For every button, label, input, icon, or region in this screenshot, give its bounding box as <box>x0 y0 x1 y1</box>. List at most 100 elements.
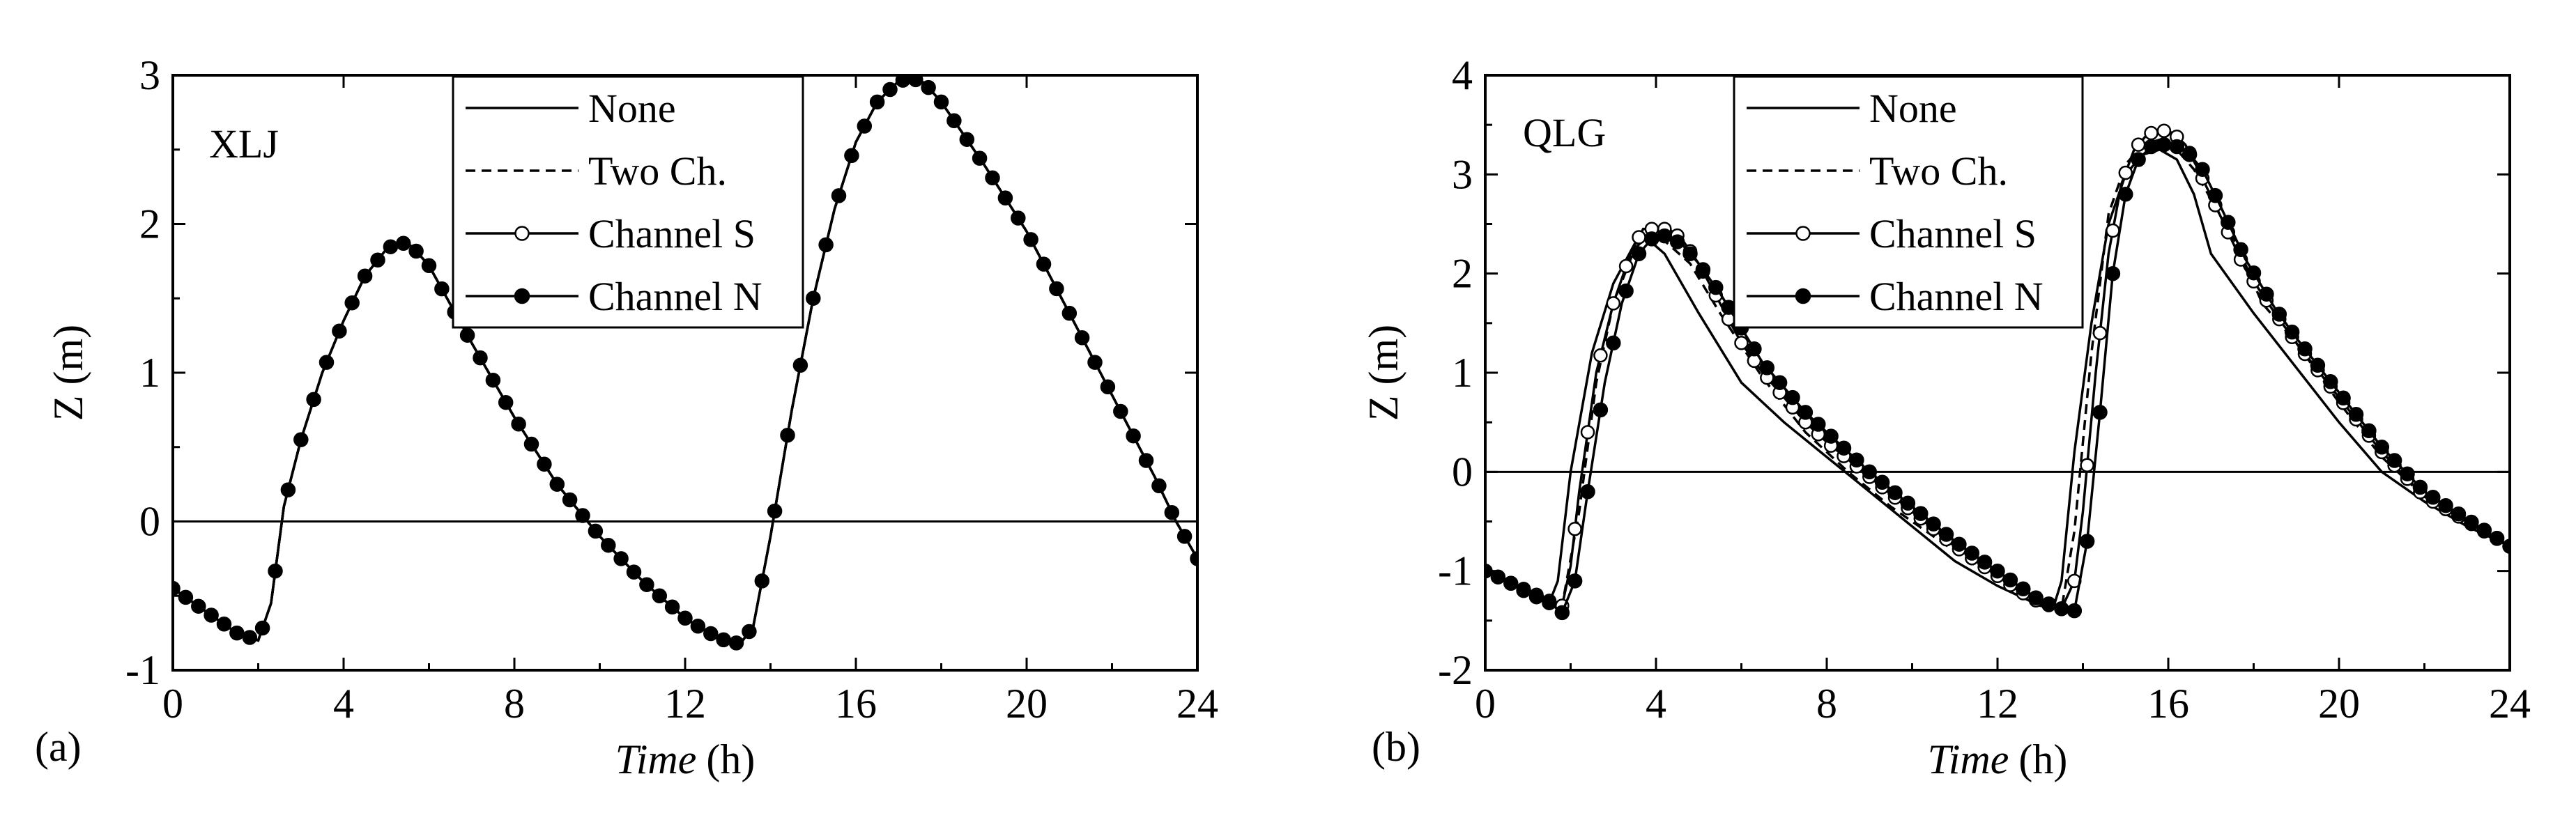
marker-channel-n <box>1862 464 1878 480</box>
marker-channel-n <box>204 607 219 623</box>
x-tick-label: 20 <box>1006 681 1048 727</box>
marker-channel-n <box>1990 563 2005 579</box>
marker-channel-n <box>1618 283 1634 299</box>
marker-channel-n <box>511 416 526 432</box>
legend-label: Two Ch. <box>588 148 727 194</box>
marker-channel-n <box>818 237 834 253</box>
marker-channel-s <box>2106 223 2120 238</box>
marker-channel-n <box>421 258 437 274</box>
marker-channel-n <box>933 94 949 110</box>
marker-channel-n <box>1176 529 1193 544</box>
marker-channel-n <box>1580 484 1595 500</box>
x-axis-title-main: Time <box>1928 736 2009 782</box>
marker-channel-n <box>242 630 258 645</box>
marker-channel-n <box>2297 341 2313 357</box>
marker-channel-n <box>2182 147 2198 162</box>
x-tick-label: 20 <box>2318 681 2360 727</box>
marker-channel-s <box>1618 258 1634 274</box>
marker-channel-s <box>2118 165 2133 180</box>
marker-channel-n <box>1074 330 1090 346</box>
marker-channel-n <box>1087 355 1103 370</box>
marker-channel-n <box>1785 389 1800 405</box>
marker-channel-n <box>2284 324 2300 340</box>
marker-channel-n <box>1759 360 1775 376</box>
x-tick-label: 12 <box>664 681 706 727</box>
marker-channel-n <box>370 252 385 268</box>
marker-channel-n <box>319 355 335 370</box>
marker-channel-s <box>1606 296 1621 311</box>
marker-channel-n <box>959 132 975 147</box>
marker-channel-n <box>575 508 590 523</box>
x-tick-label: 16 <box>835 681 877 727</box>
marker-channel-n <box>1657 228 1673 244</box>
marker-channel-n <box>921 79 936 95</box>
marker-channel-n <box>1631 246 1647 261</box>
marker-channel-n <box>908 75 923 88</box>
marker-channel-n <box>434 281 450 297</box>
marker-channel-n <box>2464 514 2479 530</box>
x-tick-label: 24 <box>1176 681 1218 727</box>
marker-channel-s <box>1632 230 1646 245</box>
y-tick-label: 2 <box>1452 251 1473 297</box>
legend-swatch-marker <box>514 288 530 304</box>
marker-channel-n <box>652 588 668 604</box>
marker-channel-n <box>1190 551 1197 566</box>
y-tick-label: 0 <box>1452 449 1473 495</box>
station-name: QLG <box>1523 110 1606 155</box>
panel-label: (a) <box>35 724 82 770</box>
marker-channel-n <box>742 624 757 640</box>
marker-channel-n <box>1900 495 1916 511</box>
marker-channel-n <box>268 563 283 579</box>
marker-channel-n <box>396 235 411 251</box>
marker-channel-n <box>1516 582 1531 598</box>
marker-channel-s <box>1734 336 1749 350</box>
x-tick-label: 16 <box>2147 681 2189 727</box>
marker-channel-n <box>216 617 232 632</box>
panel-label: (b) <box>1372 724 1420 770</box>
plot-area <box>1485 123 2510 621</box>
marker-channel-n <box>1695 262 1711 277</box>
marker-channel-n <box>2105 265 2121 281</box>
marker-channel-n <box>1049 281 1064 297</box>
marker-channel-n <box>383 239 399 254</box>
marker-channel-n <box>173 580 181 596</box>
marker-channel-n <box>2054 601 2069 617</box>
marker-channel-n <box>1938 527 1954 542</box>
legend-swatch-marker <box>1795 226 1811 241</box>
marker-channel-n <box>1926 516 1941 532</box>
marker-channel-n <box>2156 137 2172 153</box>
marker-channel-n <box>2207 187 2223 203</box>
marker-channel-n <box>1849 452 1864 468</box>
x-axis-title: Time (h) <box>1928 736 2068 782</box>
marker-channel-s <box>1567 521 1582 536</box>
marker-channel-n <box>985 170 1000 186</box>
marker-channel-n <box>690 619 706 634</box>
marker-channel-n <box>1874 474 1890 490</box>
marker-channel-n <box>1708 279 1724 295</box>
marker-channel-n <box>716 632 731 648</box>
marker-channel-n <box>1567 573 1583 589</box>
x-tick-label: 24 <box>2489 681 2531 727</box>
marker-channel-n <box>1887 485 1903 500</box>
y-tick-label: -1 <box>1438 548 1473 594</box>
marker-channel-n <box>754 573 770 589</box>
marker-channel-n <box>2169 139 2185 155</box>
marker-channel-n <box>2476 522 2492 538</box>
marker-channel-n <box>1151 478 1167 494</box>
marker-channel-n <box>1554 605 1570 621</box>
marker-channel-n <box>806 291 821 306</box>
marker-channel-n <box>626 564 642 580</box>
marker-channel-n <box>1011 210 1026 226</box>
marker-channel-n <box>2438 497 2453 513</box>
marker-channel-n <box>1823 428 1839 444</box>
marker-channel-n <box>1797 405 1814 420</box>
marker-channel-n <box>1126 428 1141 444</box>
marker-channel-n <box>178 589 194 605</box>
marker-channel-n <box>1113 403 1128 419</box>
marker-channel-n <box>2195 162 2210 177</box>
legend: None Two Ch. Channel S Channel N <box>1733 75 2084 329</box>
marker-channel-s <box>1580 425 1595 440</box>
marker-channel-n <box>1836 440 1852 456</box>
marker-channel-n <box>2502 539 2510 554</box>
